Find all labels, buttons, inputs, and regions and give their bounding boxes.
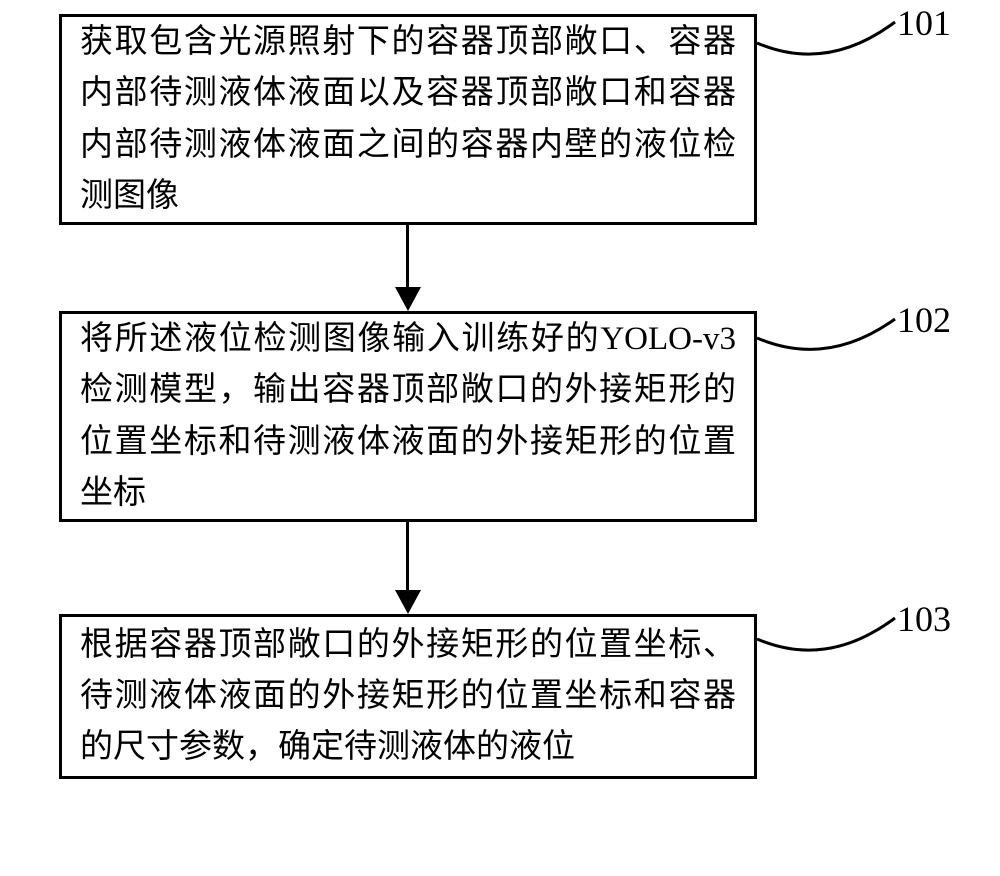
connector-2 [757,315,897,365]
step-label-101: 101 [897,2,951,44]
arrow-2-head [395,590,421,614]
arrow-2-line [406,522,409,592]
arrow-1-head [395,287,421,311]
step-label-103: 103 [897,598,951,640]
flowchart-container: 获取包含光源照射下的容器顶部敞口、容器内部待测液体液面以及容器顶部敞口和容器内部… [0,0,1000,876]
flow-step-3-text: 根据容器顶部敞口的外接矩形的位置坐标、待测液体液面的外接矩形的位置坐标和容器的尺… [80,620,736,773]
connector-1 [757,18,897,68]
flow-step-3: 根据容器顶部敞口的外接矩形的位置坐标、待测液体液面的外接矩形的位置坐标和容器的尺… [59,614,757,779]
flow-step-2-text: 将所述液位检测图像输入训练好的YOLO-v3检测模型，输出容器顶部敞口的外接矩形… [80,314,736,519]
step-label-102: 102 [897,299,951,341]
flow-step-2: 将所述液位检测图像输入训练好的YOLO-v3检测模型，输出容器顶部敞口的外接矩形… [59,311,757,522]
arrow-1-line [406,225,409,289]
flow-step-1: 获取包含光源照射下的容器顶部敞口、容器内部待测液体液面以及容器顶部敞口和容器内部… [59,14,757,225]
flow-step-1-text: 获取包含光源照射下的容器顶部敞口、容器内部待测液体液面以及容器顶部敞口和容器内部… [80,17,736,222]
connector-3 [757,614,897,664]
